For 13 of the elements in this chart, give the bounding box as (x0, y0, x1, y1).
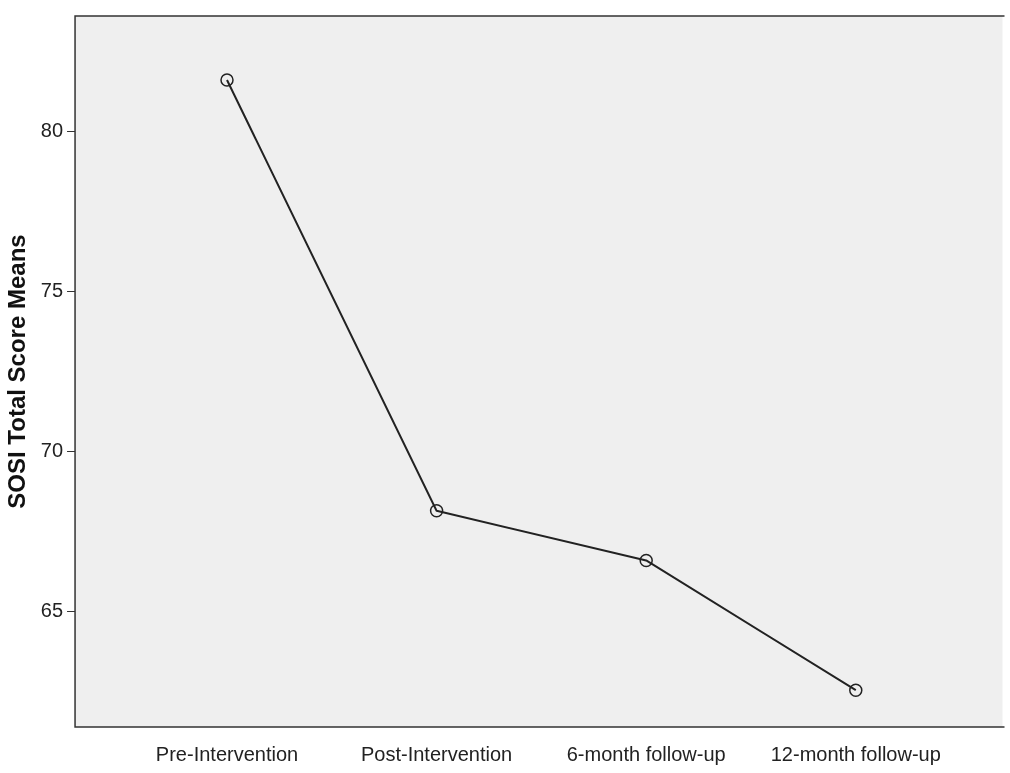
point (849, 683, 863, 697)
x-tick-label: Post-Intervention (360, 742, 513, 765)
y-axis-title: SOSI Total Score Means (3, 234, 31, 509)
x-tick-label: 6-month follow-up (566, 742, 726, 765)
point (429, 504, 444, 518)
point (220, 73, 234, 87)
y-tick-label: 80 (40, 118, 64, 141)
x-tick-label: Pre-Intervention (155, 742, 299, 765)
y-tick-label: 75 (40, 278, 64, 301)
y-tick-label: 65 (40, 599, 64, 622)
y-tick-label: 70 (40, 439, 64, 462)
point (639, 553, 653, 568)
x-tick-label: 12-month follow-up (770, 742, 941, 765)
